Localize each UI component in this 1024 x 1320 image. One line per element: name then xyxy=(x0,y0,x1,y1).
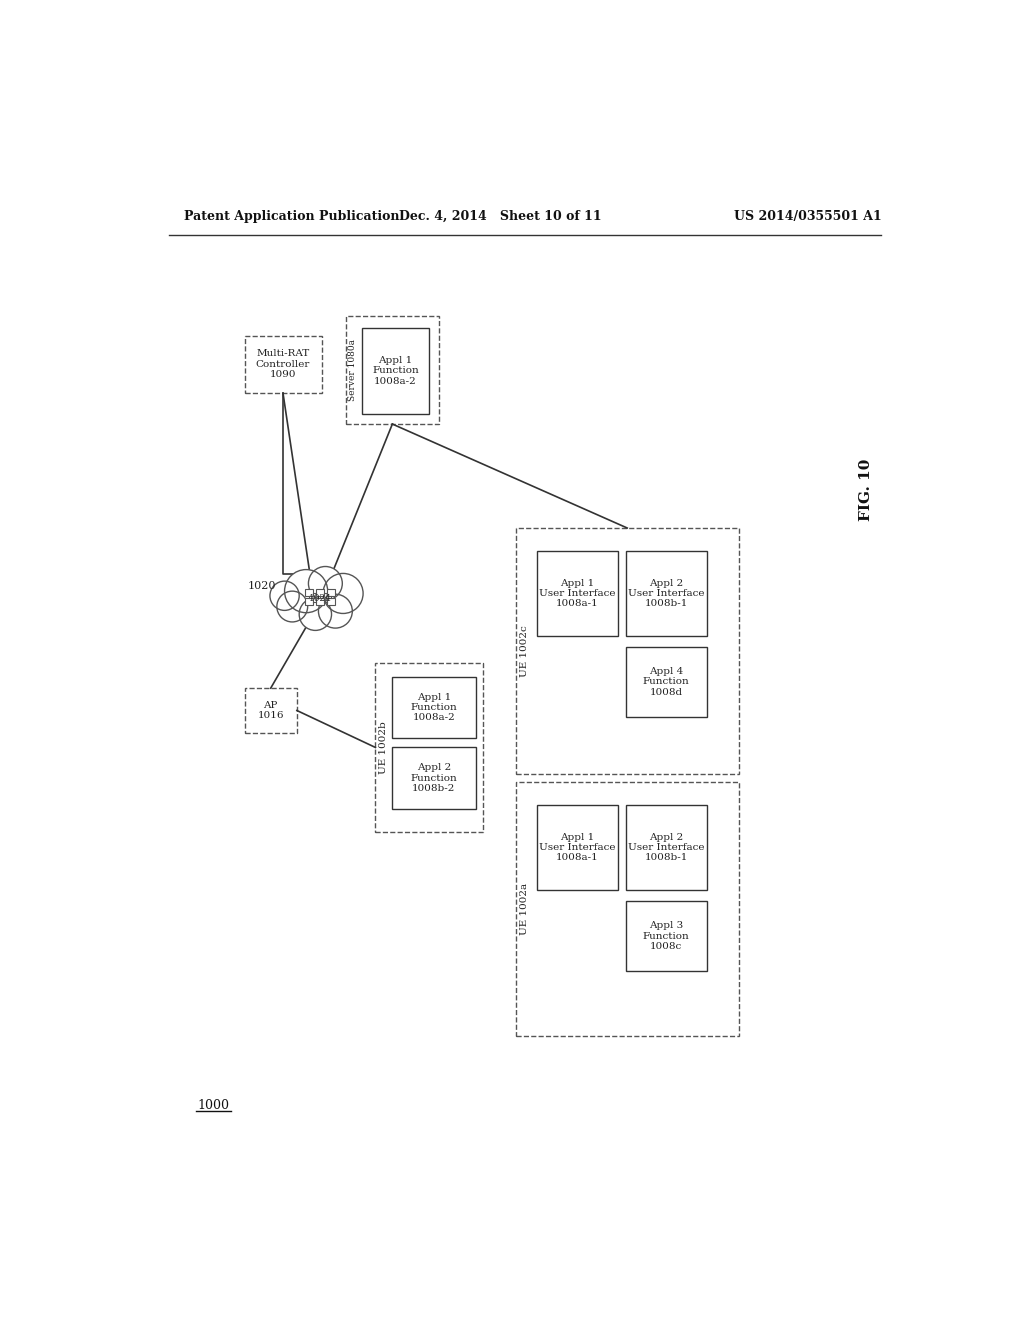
Text: Patent Application Publication: Patent Application Publication xyxy=(184,210,400,223)
Bar xyxy=(361,327,429,414)
Bar xyxy=(305,598,313,606)
Text: AP
1016: AP 1016 xyxy=(257,701,284,721)
Circle shape xyxy=(308,566,342,601)
Text: Appl 2
Function
1008b-2: Appl 2 Function 1008b-2 xyxy=(411,763,458,793)
Bar xyxy=(327,589,335,597)
Circle shape xyxy=(270,581,299,610)
Bar xyxy=(305,589,313,597)
Bar xyxy=(515,781,739,1036)
Text: Dec. 4, 2014   Sheet 10 of 11: Dec. 4, 2014 Sheet 10 of 11 xyxy=(398,210,601,223)
Bar xyxy=(538,552,617,636)
Text: 1024: 1024 xyxy=(308,594,332,603)
Text: Appl 1
User Interface
1008a-1: Appl 1 User Interface 1008a-1 xyxy=(540,578,615,609)
Bar xyxy=(515,528,739,775)
Bar xyxy=(315,598,325,606)
Text: Appl 2
User Interface
1008b-1: Appl 2 User Interface 1008b-1 xyxy=(628,833,705,862)
Circle shape xyxy=(276,591,307,622)
Circle shape xyxy=(299,598,332,631)
Bar xyxy=(376,663,483,832)
Text: Appl 4
Function
1008d: Appl 4 Function 1008d xyxy=(643,667,689,697)
Bar xyxy=(327,598,335,606)
Text: UE 1002b: UE 1002b xyxy=(379,721,388,774)
Text: FIG. 10: FIG. 10 xyxy=(859,458,872,520)
Bar xyxy=(245,335,322,393)
Text: US 2014/0355501 A1: US 2014/0355501 A1 xyxy=(734,210,882,223)
Circle shape xyxy=(323,573,364,614)
Bar xyxy=(626,647,707,717)
Text: Server 1080a: Server 1080a xyxy=(348,339,356,401)
Text: 1020: 1020 xyxy=(247,581,275,591)
Bar xyxy=(346,317,438,424)
Text: Appl 1
User Interface
1008a-1: Appl 1 User Interface 1008a-1 xyxy=(540,833,615,862)
Circle shape xyxy=(285,570,328,612)
Bar xyxy=(538,805,617,890)
Bar xyxy=(392,747,475,809)
Bar xyxy=(315,589,325,597)
Text: Appl 1
Function
1008a-2: Appl 1 Function 1008a-2 xyxy=(411,693,458,722)
Bar xyxy=(626,902,707,970)
Text: UE 1002a: UE 1002a xyxy=(520,883,529,935)
Text: Appl 1
Function
1008a-2: Appl 1 Function 1008a-2 xyxy=(372,356,419,385)
Text: UE 1002c: UE 1002c xyxy=(520,626,529,677)
Bar xyxy=(392,677,475,738)
Bar xyxy=(245,688,297,733)
Circle shape xyxy=(318,594,352,628)
Bar xyxy=(626,805,707,890)
Text: 1000: 1000 xyxy=(198,1100,229,1111)
Bar xyxy=(626,552,707,636)
Text: Appl 2
User Interface
1008b-1: Appl 2 User Interface 1008b-1 xyxy=(628,578,705,609)
Text: Appl 3
Function
1008c: Appl 3 Function 1008c xyxy=(643,921,689,950)
Text: Multi-RAT
Controller
1090: Multi-RAT Controller 1090 xyxy=(256,350,310,379)
